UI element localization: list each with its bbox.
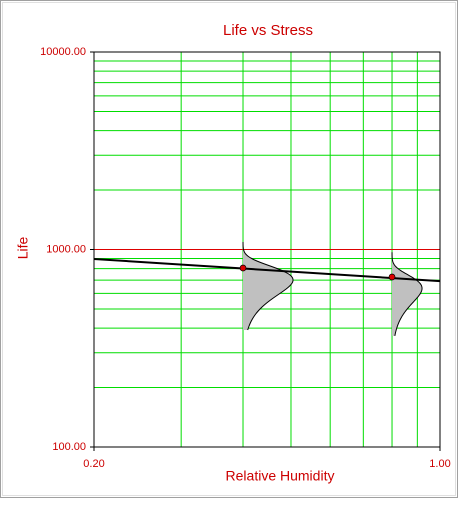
fit-line — [93, 258, 441, 283]
pdf-outline — [391, 252, 423, 336]
pdf-outline — [242, 241, 294, 331]
data-point — [239, 264, 247, 272]
pdf-curve — [243, 241, 294, 330]
x-tick-label: 0.20 — [83, 458, 104, 470]
x-tick-label: 1.00 — [429, 458, 450, 470]
data-point — [388, 273, 396, 281]
y-tick-label: 1000.00 — [46, 243, 86, 255]
y-axis-label: Life — [15, 237, 31, 260]
y-tick-label: 100.00 — [52, 441, 86, 453]
chart-title: Life vs Stress — [223, 22, 313, 39]
pdf-curve — [392, 252, 423, 336]
plot-area — [93, 51, 441, 448]
x-axis-label: Relative Humidity — [226, 468, 335, 484]
frame-inner — [2, 2, 456, 496]
y-tick-label: 10000.00 — [40, 46, 86, 58]
